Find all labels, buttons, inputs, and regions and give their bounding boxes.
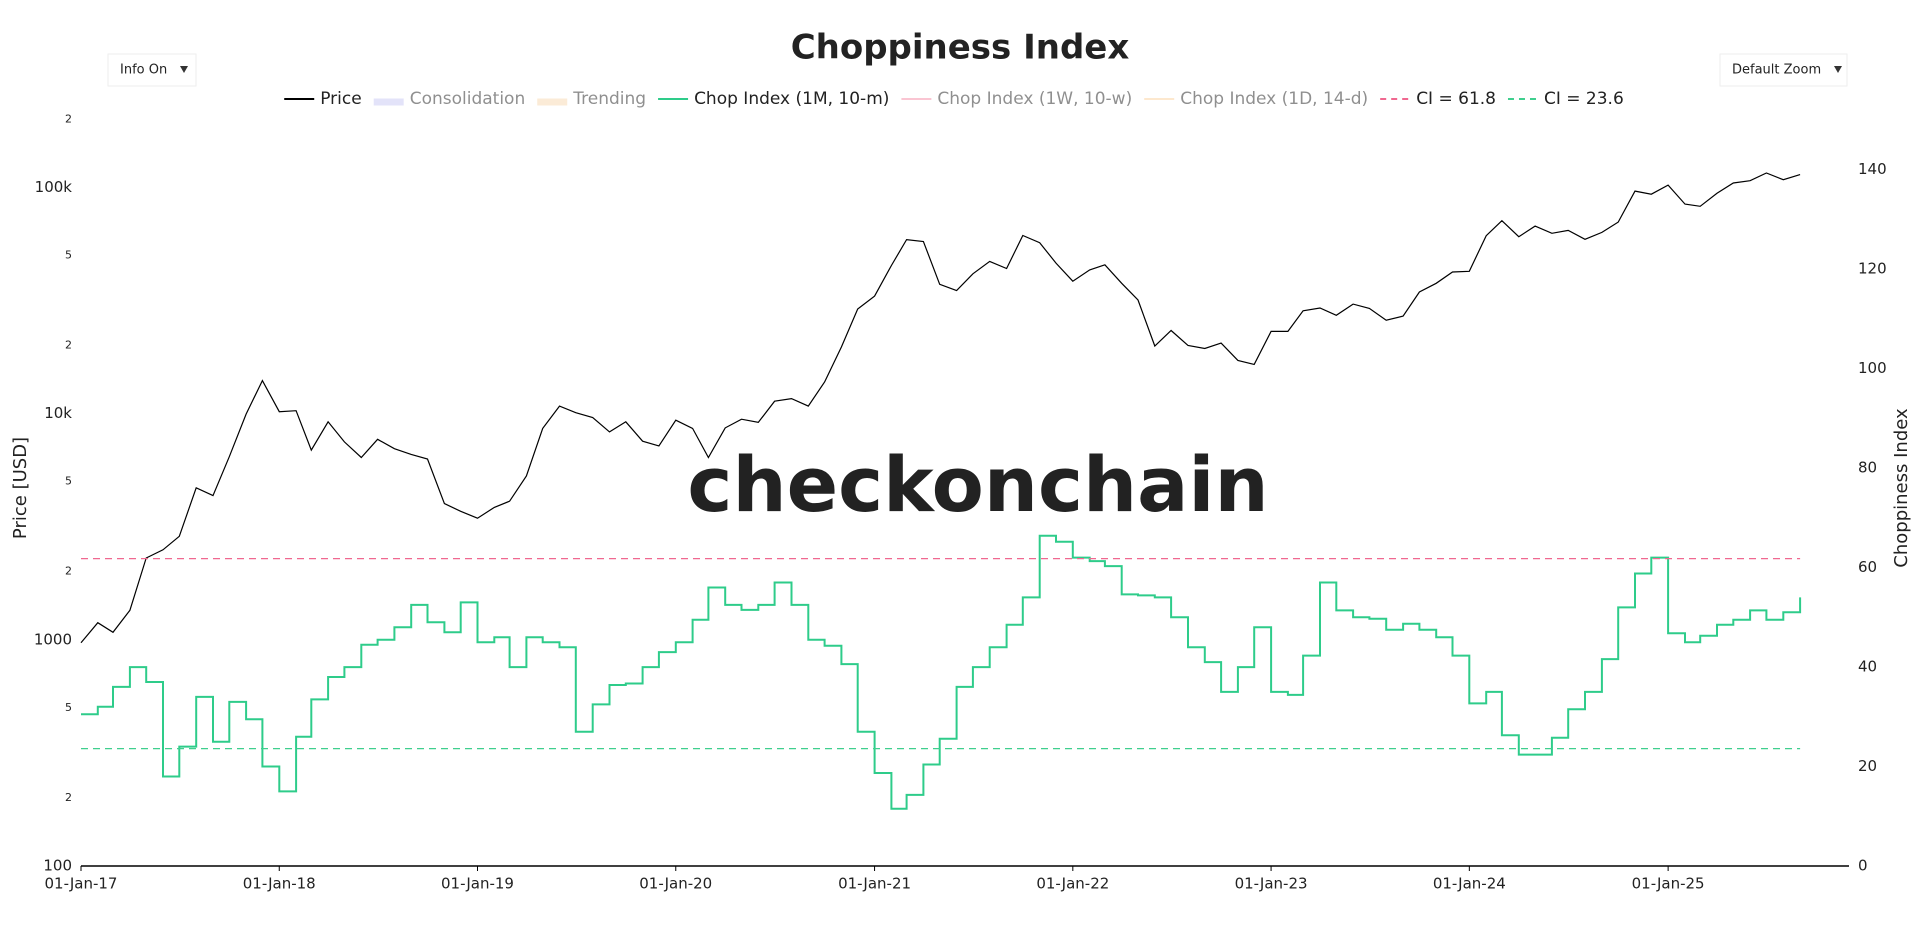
y2-tick-label: 20 (1858, 757, 1877, 775)
y-tick-label: 10k (44, 404, 72, 422)
y2-tick-label: 80 (1858, 459, 1877, 477)
legend-item[interactable]: CI = 23.6 (1507, 89, 1624, 109)
y2-tick-label: 0 (1858, 857, 1868, 875)
x-tick-label: 01-Jan-21 (838, 875, 911, 893)
legend-item[interactable]: Chop Index (1W, 10-w) (901, 89, 1132, 109)
dropdown-label[interactable]: Info On (120, 63, 167, 78)
y-tick-label: 100 (43, 857, 72, 875)
y-tick-label: 2 (65, 112, 72, 125)
y-axis-title: Price [USD] (10, 437, 31, 539)
price-line (80, 172, 1801, 644)
x-tick-label: 01-Jan-22 (1036, 875, 1109, 893)
x-tick-label: 01-Jan-20 (639, 875, 712, 893)
legend-item[interactable]: Consolidation (373, 89, 526, 109)
chop-step-line (81, 534, 1802, 810)
legend-label: Consolidation (410, 89, 526, 109)
dropdown-arrow (180, 66, 188, 73)
y-tick-label: 2 (65, 791, 72, 804)
x-tick-label: 01-Jan-18 (243, 875, 316, 893)
y-tick-label: 100k (35, 178, 73, 196)
y2-tick-label: 100 (1858, 359, 1887, 377)
legend-item[interactable]: CI = 61.8 (1380, 89, 1496, 109)
x-tick-label: 01-Jan-23 (1235, 875, 1308, 893)
x-tick-label: 01-Jan-24 (1433, 875, 1506, 893)
legend-label: CI = 61.8 (1416, 89, 1496, 109)
dropdown-box[interactable] (107, 53, 197, 87)
legend-item[interactable]: Chop Index (1M, 10-m) (658, 89, 889, 109)
dropdown-box[interactable] (1719, 53, 1848, 87)
legend-label: Chop Index (1D, 14-d) (1180, 89, 1368, 109)
legend-label: Price (320, 89, 361, 109)
legend-label: Trending (572, 89, 646, 109)
legend-label: Chop Index (1W, 10-w) (937, 89, 1132, 109)
legend: Price Consolidation Trending Chop Index (1M… (284, 89, 1624, 109)
y2-axis-title: Choppiness Index (1891, 408, 1912, 568)
y2-tick-label: 140 (1858, 160, 1887, 178)
y-tick-label: 1000 (34, 630, 72, 648)
chart-title: Choppiness Index (791, 28, 1130, 68)
y2-tick-label: 120 (1858, 260, 1887, 278)
x-tick-label: 01-Jan-17 (45, 875, 118, 893)
y-tick-label: 5 (65, 475, 72, 488)
info-dropdown[interactable]: Info On (107, 53, 197, 87)
legend-item[interactable]: Price (284, 89, 362, 109)
legend-item[interactable]: Trending (537, 89, 646, 109)
dropdown-arrow (1834, 66, 1842, 73)
y-tick-label: 2 (65, 339, 72, 352)
y2-tick-label: 40 (1858, 658, 1877, 676)
zoom-dropdown[interactable]: Default Zoom (1719, 53, 1848, 87)
y-tick-label: 2 (65, 565, 72, 578)
legend-label: Chop Index (1M, 10-m) (694, 89, 889, 109)
x-tick-label: 01-Jan-25 (1632, 875, 1705, 893)
legend-label: CI = 23.6 (1544, 89, 1624, 109)
legend-item[interactable]: Chop Index (1D, 14-d) (1144, 89, 1368, 109)
dropdown-label[interactable]: Default Zoom (1732, 63, 1821, 78)
watermark: checkonchain (687, 440, 1268, 529)
x-tick-label: 01-Jan-19 (441, 875, 514, 893)
y-tick-label: 5 (65, 701, 72, 714)
y2-tick-label: 60 (1858, 558, 1877, 576)
y-tick-label: 5 (65, 249, 72, 262)
